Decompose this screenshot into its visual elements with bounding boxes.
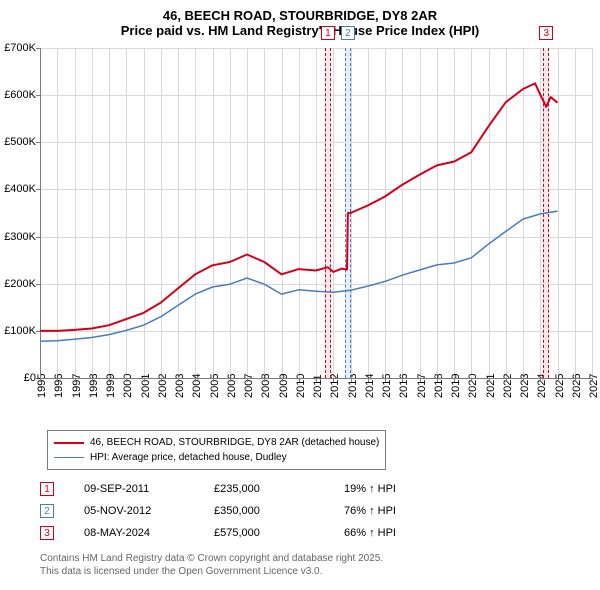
- sale-marker-box: 2: [341, 26, 355, 40]
- sale-delta: 66% ↑ HPI: [344, 527, 444, 539]
- sale-date: 09-SEP-2011: [84, 483, 184, 495]
- y-axis-label: £500K: [4, 136, 40, 148]
- sale-date: 08-MAY-2024: [84, 527, 184, 539]
- sale-price: £350,000: [214, 505, 314, 517]
- legend-row: HPI: Average price, detached house, Dudl…: [54, 450, 379, 465]
- y-axis-label: £200K: [4, 278, 40, 290]
- footer-attribution: Contains HM Land Registry data © Crown c…: [40, 552, 383, 578]
- sale-price: £575,000: [214, 527, 314, 539]
- sale-price: £235,000: [214, 483, 314, 495]
- sale-marker-box: 3: [539, 26, 553, 40]
- sales-table-marker: 3: [40, 526, 54, 540]
- footer-line-1: Contains HM Land Registry data © Crown c…: [40, 552, 383, 565]
- legend-label: 46, BEECH ROAD, STOURBRIDGE, DY8 2AR (de…: [90, 437, 379, 448]
- sales-table-row: 3 08-MAY-2024 £575,000 66% ↑ HPI: [40, 522, 444, 544]
- sales-table-row: 1 09-SEP-2011 £235,000 19% ↑ HPI: [40, 478, 444, 500]
- sale-delta: 76% ↑ HPI: [344, 505, 444, 517]
- line-chart: £0£100K£200K£300K£400K£500K£600K£700K199…: [40, 48, 592, 378]
- plot-svg: [40, 48, 592, 378]
- legend-row: 46, BEECH ROAD, STOURBRIDGE, DY8 2AR (de…: [54, 435, 379, 450]
- footer-line-2: This data is licensed under the Open Gov…: [40, 565, 383, 578]
- sale-delta: 19% ↑ HPI: [344, 483, 444, 495]
- y-axis-label: £600K: [4, 89, 40, 101]
- sales-table-marker: 2: [40, 504, 54, 518]
- gridline-v: [592, 48, 593, 378]
- y-axis-label: £700K: [4, 42, 40, 54]
- sales-table-marker: 1: [40, 482, 54, 496]
- sale-date: 05-NOV-2012: [84, 505, 184, 517]
- y-axis-label: £100K: [4, 325, 40, 337]
- series-price_paid: [40, 83, 558, 331]
- title-line-1: 46, BEECH ROAD, STOURBRIDGE, DY8 2AR: [0, 8, 600, 23]
- y-axis-label: £400K: [4, 183, 40, 195]
- sales-table: 1 09-SEP-2011 £235,000 19% ↑ HPI 2 05-NOV-201…: [40, 478, 444, 544]
- chart-title: 46, BEECH ROAD, STOURBRIDGE, DY8 2AR Pri…: [0, 0, 600, 42]
- title-line-2: Price paid vs. HM Land Registry's House …: [0, 23, 600, 38]
- legend-label: HPI: Average price, detached house, Dudl…: [90, 452, 287, 463]
- legend-swatch: [54, 457, 84, 459]
- sale-marker-box: 1: [321, 26, 335, 40]
- legend-swatch: [54, 442, 84, 444]
- legend: 46, BEECH ROAD, STOURBRIDGE, DY8 2AR (de…: [47, 430, 386, 470]
- sales-table-row: 2 05-NOV-2012 £350,000 76% ↑ HPI: [40, 500, 444, 522]
- y-axis-label: £300K: [4, 231, 40, 243]
